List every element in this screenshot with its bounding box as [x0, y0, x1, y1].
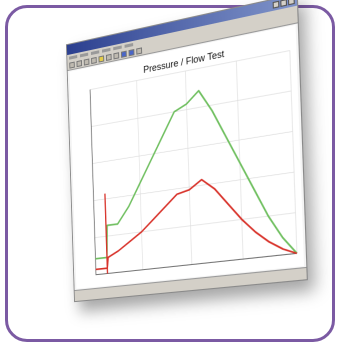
toolbar-print-icon[interactable] [91, 57, 97, 64]
chart-axes [90, 50, 297, 274]
toolbar-copy-icon[interactable] [113, 52, 119, 59]
menu-item-3[interactable] [91, 50, 99, 55]
series-line-2 [93, 166, 297, 274]
chart-series [91, 74, 297, 275]
grid-hline [92, 131, 292, 163]
app-window: Pressure / Flow Test [66, 0, 308, 302]
grid-vline [236, 61, 243, 259]
menu-item-1[interactable] [69, 55, 77, 60]
grid-hline [91, 91, 291, 127]
toolbar-folder-icon[interactable] [98, 55, 104, 62]
toolbar-help-icon[interactable] [136, 47, 142, 54]
grid-vline [290, 50, 297, 253]
toolbar-open-icon[interactable] [76, 60, 82, 67]
grid-vline [137, 81, 143, 270]
maximize-button[interactable] [280, 0, 287, 7]
toolbar-zoom-icon[interactable] [129, 49, 135, 56]
menu-item-4[interactable] [102, 48, 110, 53]
pressure-flow-chart: Pressure / Flow Test [70, 25, 305, 289]
menu-item-5[interactable] [113, 45, 122, 50]
menu-item-2[interactable] [80, 53, 88, 58]
toolbar-save-icon[interactable] [84, 58, 90, 65]
chart-grid [90, 50, 297, 274]
close-button[interactable] [288, 0, 295, 5]
minimize-button[interactable] [273, 1, 280, 9]
plot-area: Pressure / Flow Test [70, 25, 305, 289]
grid-hline [95, 213, 296, 238]
toolbar-cut-icon[interactable] [106, 54, 112, 61]
menu-item-6[interactable] [125, 43, 134, 48]
toolbar-chart-icon[interactable] [121, 51, 127, 58]
toolbar-new-icon[interactable] [69, 62, 75, 69]
series-line-1 [91, 74, 297, 275]
